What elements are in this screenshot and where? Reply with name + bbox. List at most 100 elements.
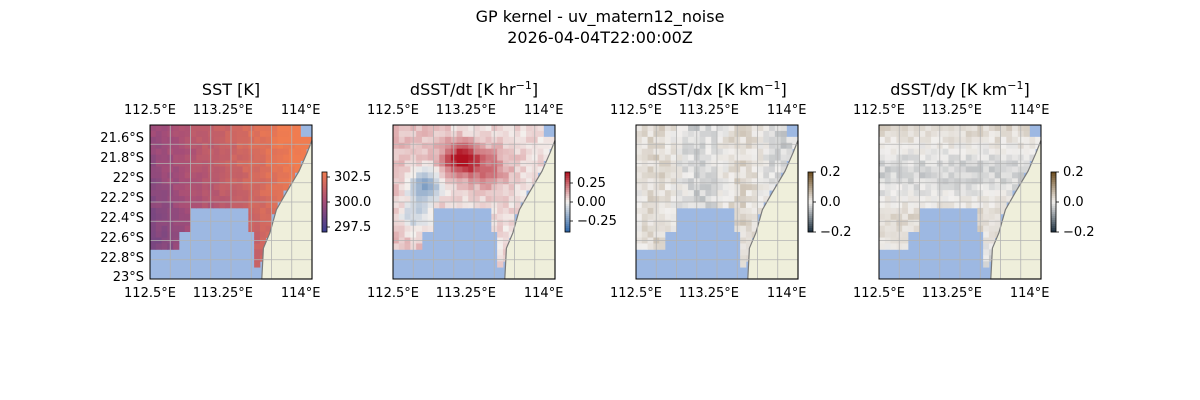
heatmap-cell [155, 207, 162, 215]
colorbar-segment [808, 184, 813, 187]
heatmap-cell [225, 154, 232, 161]
colorbar-tick-label: 300.0 [334, 195, 371, 210]
heatmap-cell [745, 184, 753, 191]
heatmap-cell [942, 136, 949, 144]
colorbar-segment [565, 176, 570, 179]
heatmap-cell [265, 190, 272, 197]
heatmap-cell [983, 136, 990, 144]
heatmap-cell [155, 178, 162, 185]
heatmap-cell [173, 166, 180, 173]
colorbar-segment [322, 178, 327, 181]
heatmap-cell [682, 130, 689, 138]
heatmap-cell [890, 231, 897, 238]
heatmap-cell [988, 166, 996, 173]
heatmap-cell [393, 178, 400, 185]
heatmap-cell [699, 154, 706, 161]
heatmap-cell [236, 202, 243, 209]
heatmap-cell [942, 125, 949, 132]
heatmap-cell [173, 225, 180, 233]
heatmap-cell [514, 130, 521, 138]
heatmap-cell [745, 178, 753, 185]
heatmap-cell [763, 142, 770, 150]
heatmap-cell [404, 148, 411, 156]
heatmap-cell [294, 136, 301, 144]
heatmap-cell [641, 243, 648, 250]
heatmap-cell [647, 202, 654, 209]
heatmap-cell [427, 184, 434, 191]
heatmap-cell [398, 207, 405, 215]
heatmap-cell [757, 142, 764, 150]
heatmap-cell [150, 130, 157, 138]
heatmap-cell [659, 196, 666, 203]
heatmap-cell [907, 154, 915, 161]
heatmap-cell [474, 172, 481, 179]
colorbar-segment [1051, 190, 1056, 193]
heatmap-cell [717, 178, 724, 185]
heatmap-cell [664, 172, 672, 179]
heatmap-cell [884, 166, 891, 173]
heatmap-cell [641, 196, 648, 203]
x-tick-label-top: 114°E [281, 103, 321, 118]
heatmap-cell [676, 202, 683, 209]
heatmap-cell [456, 148, 463, 156]
heatmap-cells [879, 125, 1042, 268]
heatmap-cell [150, 166, 157, 173]
heatmap-cell [150, 207, 157, 215]
heatmap-cell [659, 130, 666, 138]
heatmap-cell [497, 125, 504, 132]
heatmap-cell [1000, 207, 1007, 215]
heatmap-cell [421, 184, 429, 191]
heatmap-cell [161, 213, 168, 221]
heatmap-cell [948, 196, 955, 203]
heatmap-cell [456, 125, 463, 132]
heatmap-cell [647, 190, 654, 197]
heatmap-cell [902, 231, 909, 238]
heatmap-cell [184, 172, 191, 179]
heatmap-cell [664, 136, 672, 144]
heatmap-cell [913, 154, 920, 161]
heatmap-cell [1035, 136, 1042, 144]
heatmap-cell [421, 219, 429, 227]
heatmap-cell [769, 172, 776, 179]
heatmap-cell [474, 130, 481, 138]
heatmap-cell [150, 196, 157, 203]
heatmap-cell [884, 136, 891, 144]
heatmap-cell [740, 207, 747, 215]
heatmap-cell [699, 136, 706, 144]
heatmap-cell [508, 196, 515, 203]
heatmap-cell [254, 154, 261, 161]
heatmap-cell [670, 136, 677, 144]
heatmap-cell [173, 125, 180, 132]
heatmap-cell [1000, 136, 1007, 144]
heatmap-cell [983, 207, 990, 215]
heatmap-cell [717, 130, 724, 138]
heatmap-cell [161, 172, 168, 179]
heatmap-cell [971, 148, 978, 156]
heatmap-cell [271, 207, 278, 215]
heatmap-cell [173, 130, 180, 138]
heatmap-cell [514, 196, 521, 203]
heatmap-cell [242, 190, 249, 197]
heatmap-cell [931, 178, 938, 185]
heatmap-cell [740, 154, 747, 161]
colorbar-segment [808, 230, 813, 233]
heatmap-cell [740, 225, 747, 233]
heatmap-cell [474, 136, 481, 144]
heatmap-cell [150, 190, 157, 197]
heatmap-cell [462, 202, 469, 209]
heatmap-cell [231, 196, 238, 203]
heatmap-cell [427, 225, 434, 233]
heatmap-cell [259, 178, 267, 185]
heatmap-cell [636, 172, 643, 179]
heatmap-cell [717, 196, 724, 203]
heatmap-cell [728, 172, 735, 179]
heatmap-cell [416, 207, 423, 215]
colorbar: 0.250.00−0.25 [564, 171, 617, 233]
heatmap-cell [948, 172, 955, 179]
heatmap-cell [184, 219, 191, 227]
heatmap-cell [925, 148, 932, 156]
heatmap-cell [479, 184, 486, 191]
colorbar-segment [1051, 226, 1056, 229]
heatmap-cell [474, 190, 481, 197]
